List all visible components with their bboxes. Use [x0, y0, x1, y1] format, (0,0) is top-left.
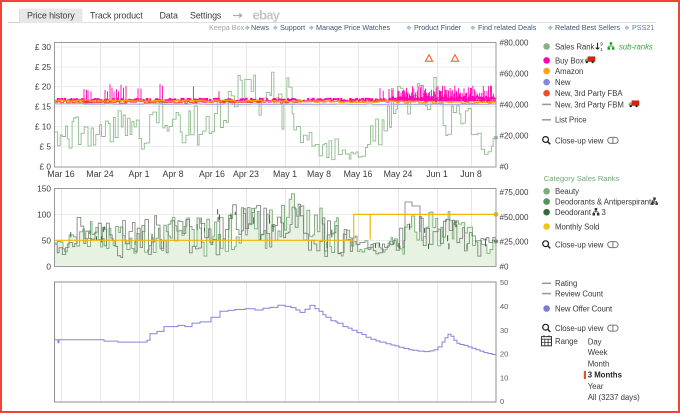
- svg-text:Find related Deals: Find related Deals: [478, 23, 537, 32]
- svg-text:Manage Price Watches: Manage Price Watches: [316, 23, 390, 32]
- svg-text:May 16: May 16: [344, 169, 373, 179]
- svg-text:50: 50: [500, 278, 508, 287]
- svg-text:Jun 8: Jun 8: [460, 169, 482, 179]
- svg-text:0: 0: [500, 397, 504, 406]
- svg-text:Apr 23: Apr 23: [233, 169, 259, 179]
- svg-text:May 8: May 8: [307, 169, 331, 179]
- svg-text:100: 100: [37, 209, 51, 219]
- svg-text:Deodorants & Antiperspirants: Deodorants & Antiperspirants: [555, 198, 655, 207]
- svg-text:9: 9: [600, 42, 603, 47]
- svg-text:ebay: ebay: [253, 8, 281, 23]
- svg-text:❖: ❖: [470, 25, 476, 32]
- svg-text:#75,000: #75,000: [500, 188, 529, 197]
- svg-text:Track product: Track product: [90, 11, 143, 21]
- svg-text:Sales Rank: Sales Rank: [555, 42, 595, 51]
- svg-text:Related Best Sellers: Related Best Sellers: [555, 23, 621, 32]
- svg-text:Rating: Rating: [555, 279, 577, 288]
- svg-text:News: News: [251, 23, 269, 32]
- svg-text:Category Sales Ranks: Category Sales Ranks: [544, 174, 620, 183]
- svg-text:May 1: May 1: [273, 169, 297, 179]
- svg-text:Mar 16: Mar 16: [47, 169, 74, 179]
- svg-text:3: 3: [602, 208, 606, 217]
- svg-text:#50,000: #50,000: [500, 213, 529, 222]
- svg-text:Mar 24: Mar 24: [86, 169, 113, 179]
- svg-text:PSS21: PSS21: [632, 23, 654, 32]
- svg-text:Beauty: Beauty: [555, 187, 579, 196]
- svg-text:Support: Support: [280, 23, 305, 32]
- svg-text:£ 0: £ 0: [39, 161, 51, 171]
- svg-text:❖: ❖: [245, 25, 251, 32]
- svg-text:All (3237 days): All (3237 days): [588, 393, 640, 402]
- svg-text:£ 25: £ 25: [35, 62, 52, 72]
- svg-text:1: 1: [600, 47, 603, 52]
- svg-text:New: New: [555, 78, 571, 87]
- svg-text:£ 15: £ 15: [35, 102, 52, 112]
- svg-text:50: 50: [42, 235, 52, 245]
- svg-text:Apr 8: Apr 8: [162, 169, 183, 179]
- svg-text:May 24: May 24: [384, 169, 413, 179]
- svg-text:Close-up view: Close-up view: [555, 324, 604, 333]
- svg-text:0: 0: [46, 261, 51, 271]
- svg-text:Product Finder: Product Finder: [414, 23, 462, 32]
- svg-text:Review Count: Review Count: [555, 290, 604, 299]
- svg-text:New, 3rd Party FBA: New, 3rd Party FBA: [555, 89, 623, 98]
- svg-text:Day: Day: [588, 337, 602, 346]
- svg-text:#20,000: #20,000: [500, 131, 529, 140]
- svg-text:❖: ❖: [273, 25, 279, 32]
- svg-text:Buy Box: Buy Box: [555, 56, 584, 65]
- svg-text:Deodorant: Deodorant: [555, 208, 592, 217]
- svg-text:10: 10: [500, 373, 508, 382]
- svg-text:Month: Month: [588, 359, 610, 368]
- svg-text:#0: #0: [500, 162, 509, 171]
- svg-text:Range: Range: [555, 337, 578, 346]
- svg-text:150: 150: [37, 183, 51, 193]
- svg-text:Settings: Settings: [190, 11, 222, 21]
- svg-text:New, 3rd Party FBM: New, 3rd Party FBM: [555, 100, 624, 109]
- svg-text:❖: ❖: [406, 25, 412, 32]
- svg-text:#60,000: #60,000: [500, 70, 529, 79]
- svg-text:30: 30: [500, 326, 508, 335]
- svg-text:Apr 1: Apr 1: [128, 169, 149, 179]
- svg-text:List Price: List Price: [555, 116, 587, 125]
- svg-text:40: 40: [500, 302, 508, 311]
- svg-text:Week: Week: [588, 348, 608, 357]
- svg-text:Close-up view: Close-up view: [555, 136, 604, 145]
- svg-text:#80,000: #80,000: [500, 39, 529, 48]
- svg-text:sub-ranks: sub-ranks: [619, 42, 653, 51]
- svg-text:20: 20: [500, 350, 508, 359]
- svg-text:❖: ❖: [309, 25, 315, 32]
- svg-text:Data: Data: [160, 11, 179, 21]
- svg-text:Apr 16: Apr 16: [199, 169, 225, 179]
- svg-text:£ 30: £ 30: [35, 42, 52, 52]
- svg-text:❖: ❖: [624, 25, 630, 32]
- svg-text:3 Months: 3 Months: [588, 371, 623, 380]
- svg-text:Monthly Sold: Monthly Sold: [555, 222, 599, 231]
- svg-text:❖: ❖: [548, 25, 554, 32]
- svg-text:£ 20: £ 20: [35, 82, 52, 92]
- svg-text:#0: #0: [500, 262, 509, 271]
- svg-text:#40,000: #40,000: [500, 100, 529, 109]
- svg-text:Close-up view: Close-up view: [555, 241, 604, 250]
- svg-text:Jun 1: Jun 1: [426, 169, 448, 179]
- svg-text:Year: Year: [588, 382, 604, 391]
- svg-text:Price history: Price history: [27, 11, 75, 21]
- svg-text:#25,000: #25,000: [500, 238, 529, 247]
- svg-text:Amazon: Amazon: [555, 67, 583, 76]
- svg-text:Keepa Box: Keepa Box: [209, 23, 245, 32]
- svg-text:New Offer Count: New Offer Count: [555, 304, 613, 313]
- svg-text:£ 5: £ 5: [39, 141, 51, 151]
- svg-text:£ 10: £ 10: [35, 122, 52, 132]
